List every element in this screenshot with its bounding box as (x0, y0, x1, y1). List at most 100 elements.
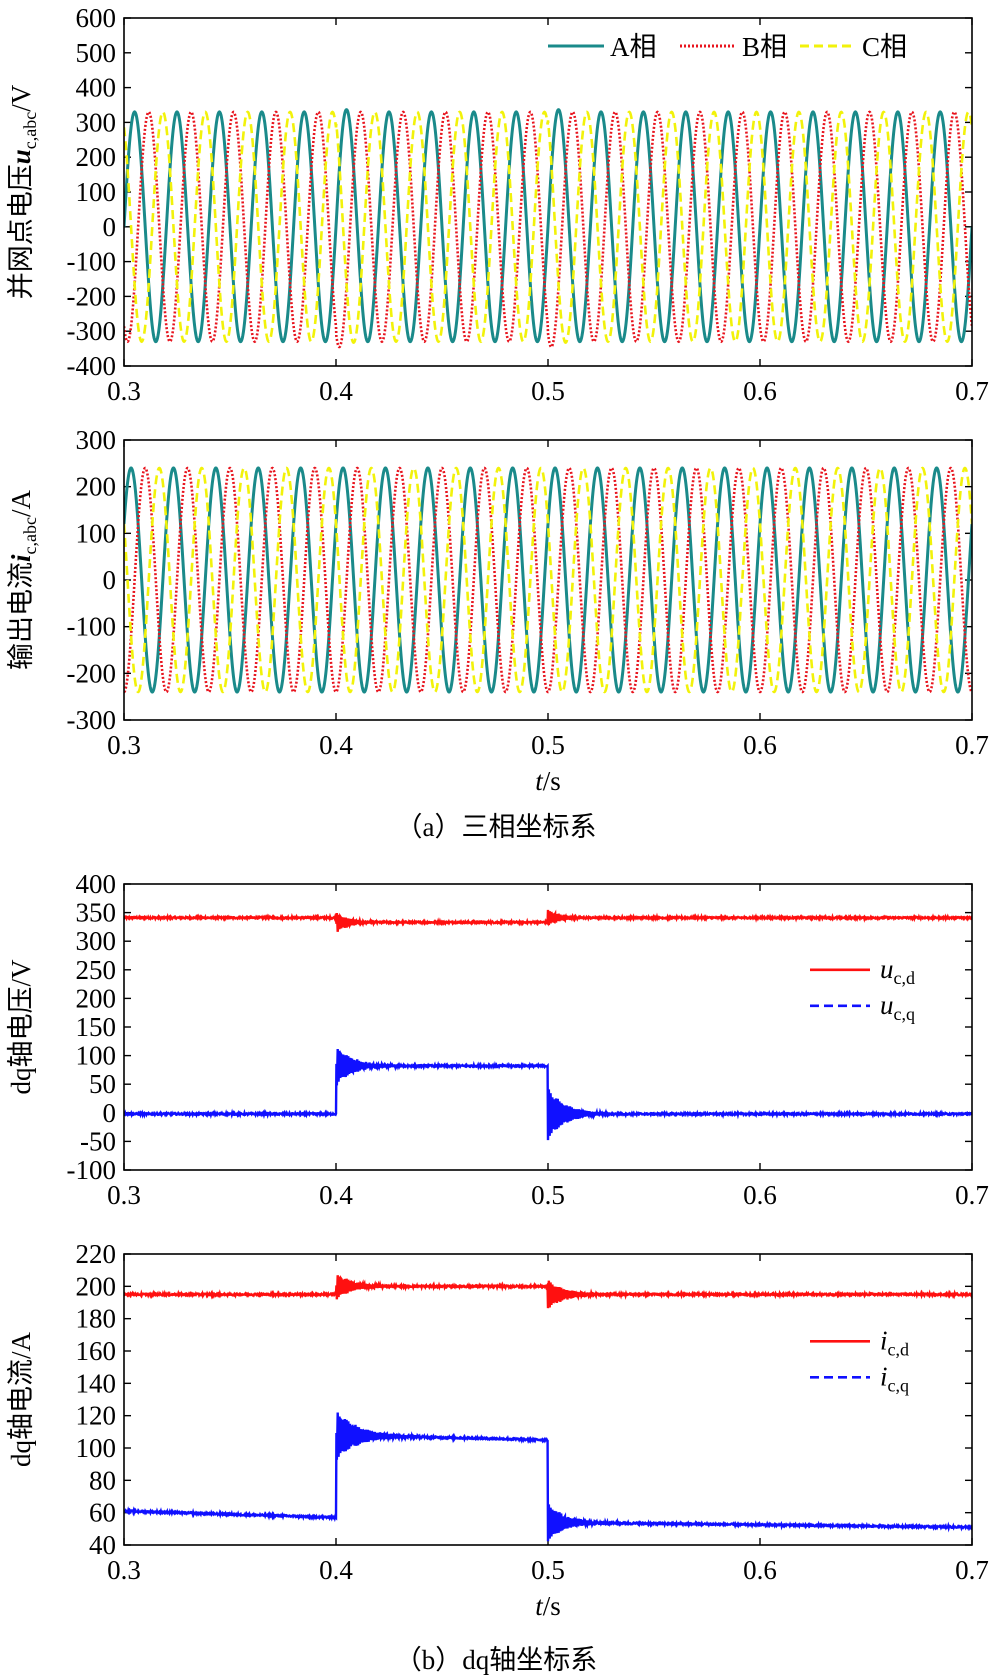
legend: A相 B相 C相 (548, 32, 907, 62)
y-tick-label: 200 (76, 142, 117, 172)
x-tick-label: 0.7 (955, 376, 989, 406)
y-tick-label: -50 (80, 1126, 116, 1156)
y-tick-label: 300 (76, 425, 117, 455)
x-tick-label: 0.4 (319, 1555, 353, 1585)
x-tick-label: 0.7 (955, 1555, 989, 1585)
caption-a: （a）三相坐标系 (396, 812, 597, 842)
series-line-1 (124, 909, 972, 932)
y-tick-label: -300 (67, 316, 117, 346)
y-tick-label: -400 (67, 351, 117, 381)
y-tick-label: 100 (76, 1041, 117, 1071)
x-tick-label: 0.5 (531, 376, 565, 406)
series-line-2 (124, 466, 972, 694)
series-line-2 (124, 1412, 972, 1542)
series-line-3 (124, 466, 972, 694)
legend: uc,duc,q (810, 954, 915, 1024)
chart-iabc: 0.3 0.4 0.5 0.6 0.7 -300 -200 -100 0 100 200 300 输出电… (6, 425, 989, 796)
series-line-2 (124, 110, 972, 349)
x-tick-label: 0.6 (743, 376, 777, 406)
y-axis-label: 输出电流ic,abc/A (6, 490, 40, 670)
x-axis-label: t/s (535, 1591, 561, 1621)
legend-label: ic,q (880, 1361, 909, 1395)
legend-label: C相 (862, 32, 907, 62)
chart-uabc: 0.3 0.4 0.5 0.6 0.7 -400 -300 -200 -100 0 100 200 30… (6, 3, 989, 406)
x-tick-label: 0.5 (531, 730, 565, 760)
y-tick-label: -100 (67, 247, 117, 277)
y-tick-label: 0 (103, 212, 117, 242)
legend-label: uc,q (880, 990, 915, 1024)
chart-udq: 0.3 0.4 0.5 0.6 0.7 -100-50050100150200250300… (6, 869, 989, 1210)
y-tick-label: 200 (76, 1271, 117, 1301)
x-tick-label: 0.6 (743, 1555, 777, 1585)
y-tick-label: 100 (76, 177, 117, 207)
y-tick-label: 350 (76, 898, 117, 928)
y-tick-label: 200 (76, 983, 117, 1013)
y-tick-label: 220 (76, 1239, 117, 1269)
series-group (124, 108, 972, 349)
y-tick-label: 200 (76, 472, 117, 502)
x-tick-label: 0.7 (955, 1180, 989, 1210)
plot-frame (123, 1253, 973, 1546)
x-tick-label: 0.3 (107, 1555, 141, 1585)
series-line-1 (124, 466, 972, 694)
y-tick-label: 180 (76, 1304, 117, 1334)
y-tick-label: 50 (89, 1069, 116, 1099)
x-tick-label: 0.4 (319, 730, 353, 760)
y-tick-label: 150 (76, 1012, 117, 1042)
series-line-1 (124, 108, 972, 344)
y-tick-label: 400 (76, 869, 117, 899)
y-tick-label: 60 (89, 1498, 116, 1528)
y-tick-label: 400 (76, 73, 117, 103)
y-tick-label: 120 (76, 1401, 117, 1431)
y-axis-label: dq轴电流/A (6, 1331, 36, 1467)
legend-label: B相 (742, 32, 787, 62)
y-tick-label: 100 (76, 518, 117, 548)
y-tick-label: -200 (67, 281, 117, 311)
legend: ic,dic,q (810, 1325, 909, 1395)
x-tick-label: 0.4 (319, 376, 353, 406)
y-tick-label: 0 (103, 565, 117, 595)
plot-frame (123, 883, 973, 1171)
chart-idq: 0.3 0.4 0.5 0.6 0.7 4060801001201401601802002… (6, 1239, 989, 1621)
y-tick-label: 500 (76, 38, 117, 68)
x-tick-label: 0.3 (107, 730, 141, 760)
plot-frame (123, 17, 973, 367)
x-tick-label: 0.6 (743, 1180, 777, 1210)
y-tick-label: 0 (103, 1098, 117, 1128)
x-tick-label: 0.4 (319, 1180, 353, 1210)
y-axis-label: 并网点电压uc,abc/V (6, 84, 40, 299)
plot-frame (123, 439, 973, 721)
y-tick-label: -300 (67, 705, 117, 735)
y-tick-label: 160 (76, 1336, 117, 1366)
y-tick-label: -100 (67, 612, 117, 642)
y-tick-label: 300 (76, 107, 117, 137)
series-line-2 (124, 1049, 972, 1141)
x-tick-label: 0.5 (531, 1555, 565, 1585)
x-tick-label: 0.7 (955, 730, 989, 760)
series-group (124, 909, 972, 1141)
y-tick-label: -200 (67, 658, 117, 688)
series-group (124, 1274, 972, 1542)
y-tick-label: -100 (67, 1155, 117, 1185)
y-tick-label: 80 (89, 1465, 116, 1495)
x-tick-label: 0.3 (107, 376, 141, 406)
series-group (124, 466, 972, 694)
legend-label: A相 (610, 32, 657, 62)
y-tick-label: 40 (89, 1530, 116, 1560)
y-tick-label: 250 (76, 955, 117, 985)
series-line-3 (124, 110, 972, 345)
x-tick-label: 0.6 (743, 730, 777, 760)
y-tick-label: 300 (76, 926, 117, 956)
caption-b: （b）dq轴坐标系 (395, 1645, 598, 1675)
x-tick-label: 0.3 (107, 1180, 141, 1210)
legend-label: uc,d (880, 954, 915, 988)
series-line-1 (124, 1274, 972, 1309)
x-axis-label: t/s (535, 766, 561, 796)
y-axis-label: dq轴电压/V (6, 959, 36, 1095)
y-tick-label: 600 (76, 3, 117, 33)
y-tick-label: 100 (76, 1433, 117, 1463)
legend-label: ic,d (880, 1325, 909, 1359)
x-tick-label: 0.5 (531, 1180, 565, 1210)
y-tick-label: 140 (76, 1368, 117, 1398)
